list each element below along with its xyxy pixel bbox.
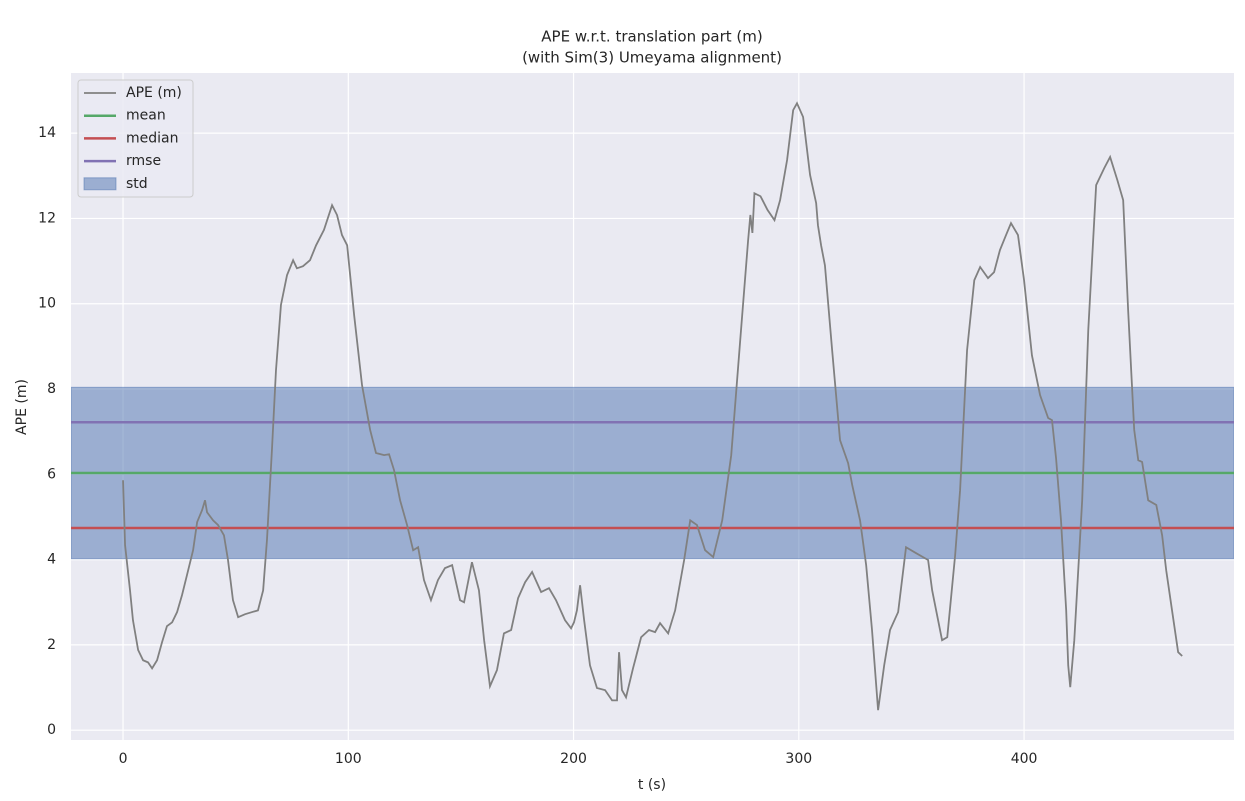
- y-tick-label: 4: [47, 552, 56, 568]
- y-tick-label: 8: [47, 381, 56, 397]
- x-tick-label: 400: [1011, 751, 1038, 767]
- legend-label: mean: [126, 108, 166, 124]
- x-tick-label: 100: [335, 751, 362, 767]
- legend-label: APE (m): [126, 85, 182, 101]
- legend-swatch: [83, 177, 117, 191]
- chart-subtitle: (with Sim(3) Umeyama alignment): [522, 49, 782, 67]
- y-tick-label: 6: [47, 466, 56, 482]
- x-tick-label: 200: [560, 751, 587, 767]
- legend-label: std: [126, 176, 148, 192]
- legend-label: rmse: [126, 153, 161, 169]
- plot-area: [71, 101, 1234, 711]
- x-tick-label: 0: [119, 751, 128, 767]
- y-tick-label: 10: [38, 296, 56, 312]
- y-tick-label: 0: [47, 722, 56, 738]
- legend-label: median: [126, 130, 178, 146]
- y-axis-label: APE (m): [14, 379, 30, 435]
- chart-title: APE w.r.t. translation part (m): [541, 28, 762, 46]
- y-tick-label: 14: [38, 125, 56, 141]
- y-tick-label: 12: [38, 210, 56, 226]
- x-axis-label: t (s): [638, 777, 666, 793]
- data-line: [122, 101, 1183, 711]
- y-tick-label: 2: [47, 637, 56, 653]
- x-tick-label: 300: [785, 751, 812, 767]
- legend-box: [77, 79, 194, 198]
